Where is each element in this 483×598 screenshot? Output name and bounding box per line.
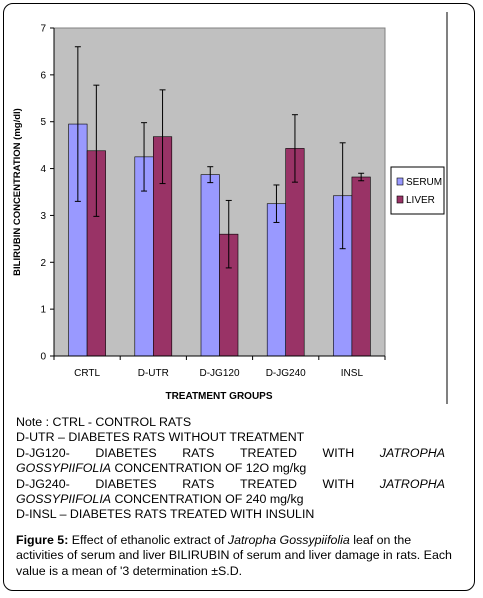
note-word: TREATED — [239, 445, 297, 460]
figure-frame — [3, 3, 475, 591]
note-line-dutr: D-UTR – DIABETES RATS WITHOUT TREATMENT — [16, 430, 305, 445]
y-tick-label: 0 — [40, 352, 46, 363]
notes-block: Note : CTRL - CONTROL RATS D-UTR – DIABE… — [16, 415, 445, 523]
y-tick-label: 1 — [40, 305, 46, 316]
note-word-italic: JATROPHA — [379, 445, 445, 460]
x-tick-label: INSL — [341, 368, 364, 379]
note-word: D-JG120- — [16, 445, 70, 460]
legend-swatch-liver — [396, 195, 404, 204]
y-tick-label: 7 — [40, 24, 46, 35]
bar-liver-insl — [351, 176, 371, 357]
caption-text: Effect of ethanolic extract of — [68, 533, 228, 547]
note-word-italic: JATROPHA — [379, 476, 445, 491]
note-line-dinsl: D-INSL – DIABETES RATS TREATED WITH INSU… — [16, 507, 315, 522]
legend-label-serum: SERUM — [406, 177, 442, 188]
x-tick-label: CRTL — [74, 368, 100, 379]
note-word: WITH — [322, 476, 355, 491]
x-tick-label: D-JG120 — [199, 368, 239, 379]
note-word: RATS — [182, 476, 215, 491]
legend: SERUM LIVER — [390, 166, 445, 215]
y-axis-title: BILIRUBIN CONCENTRATION (mg/dl) — [12, 108, 23, 276]
note-word: WITH — [322, 445, 355, 460]
note-species-italic: GOSSYPIIFOLIA — [16, 492, 112, 507]
x-tick-label: D-UTR — [138, 368, 169, 379]
y-tick-label: 3 — [40, 211, 46, 222]
caption-label: Figure 5: — [16, 533, 69, 547]
legend-swatch-serum — [396, 177, 404, 186]
note-word: RATS — [182, 445, 215, 460]
figure-caption: Figure 5: Effect of ethanolic extract of… — [16, 533, 456, 579]
note-word: DIABETES — [95, 476, 157, 491]
legend-box — [390, 166, 445, 215]
caption-species-italic: Jatropha Gossypiifolia — [227, 533, 350, 547]
note-concentration: CONCENTRATION OF 12O mg/kg — [111, 461, 307, 476]
note-species-italic: GOSSYPIIFOLIA — [16, 461, 112, 476]
bar-serum-d-jg120 — [200, 174, 220, 357]
note-concentration: CONCENTRATION OF 240 mg/kg — [111, 492, 304, 507]
note-line-djg240: D-JG240- DIABETES RATS TREATED WITH JATR… — [16, 477, 445, 492]
bar-chart: 0 1 2 3 4 5 6 7 CRTL D-UTR D-JG120 D-JG240 INSL BIL… — [12, 12, 448, 404]
note-word: DIABETES — [95, 445, 157, 460]
note-word: TREATED — [239, 476, 297, 491]
y-tick-label: 4 — [40, 164, 46, 175]
x-tick-label: D-JG240 — [266, 368, 306, 379]
y-tick-label: 6 — [40, 70, 46, 81]
note-word: D-JG240- — [16, 476, 70, 491]
y-tick-label: 5 — [40, 117, 46, 128]
caption-text-rest: leaf on the activities of serum and live… — [16, 533, 452, 578]
note-line-ctrl: Note : CTRL - CONTROL RATS — [16, 415, 192, 429]
legend-label-liver: LIVER — [406, 195, 435, 206]
note-line-djg120: D-JG120- DIABETES RATS TREATED WITH JATR… — [16, 446, 445, 461]
note-line-djg120-cont: GOSSYPIIFOLIA CONCENTRATION OF 12O mg/kg — [16, 461, 445, 476]
y-tick-label: 2 — [40, 258, 46, 269]
note-line-djg240-cont: GOSSYPIIFOLIA CONCENTRATION OF 240 mg/kg — [16, 492, 445, 507]
bar-serum-d-jg240 — [266, 203, 287, 357]
x-axis-title: TREATMENT GROUPS — [165, 391, 272, 402]
